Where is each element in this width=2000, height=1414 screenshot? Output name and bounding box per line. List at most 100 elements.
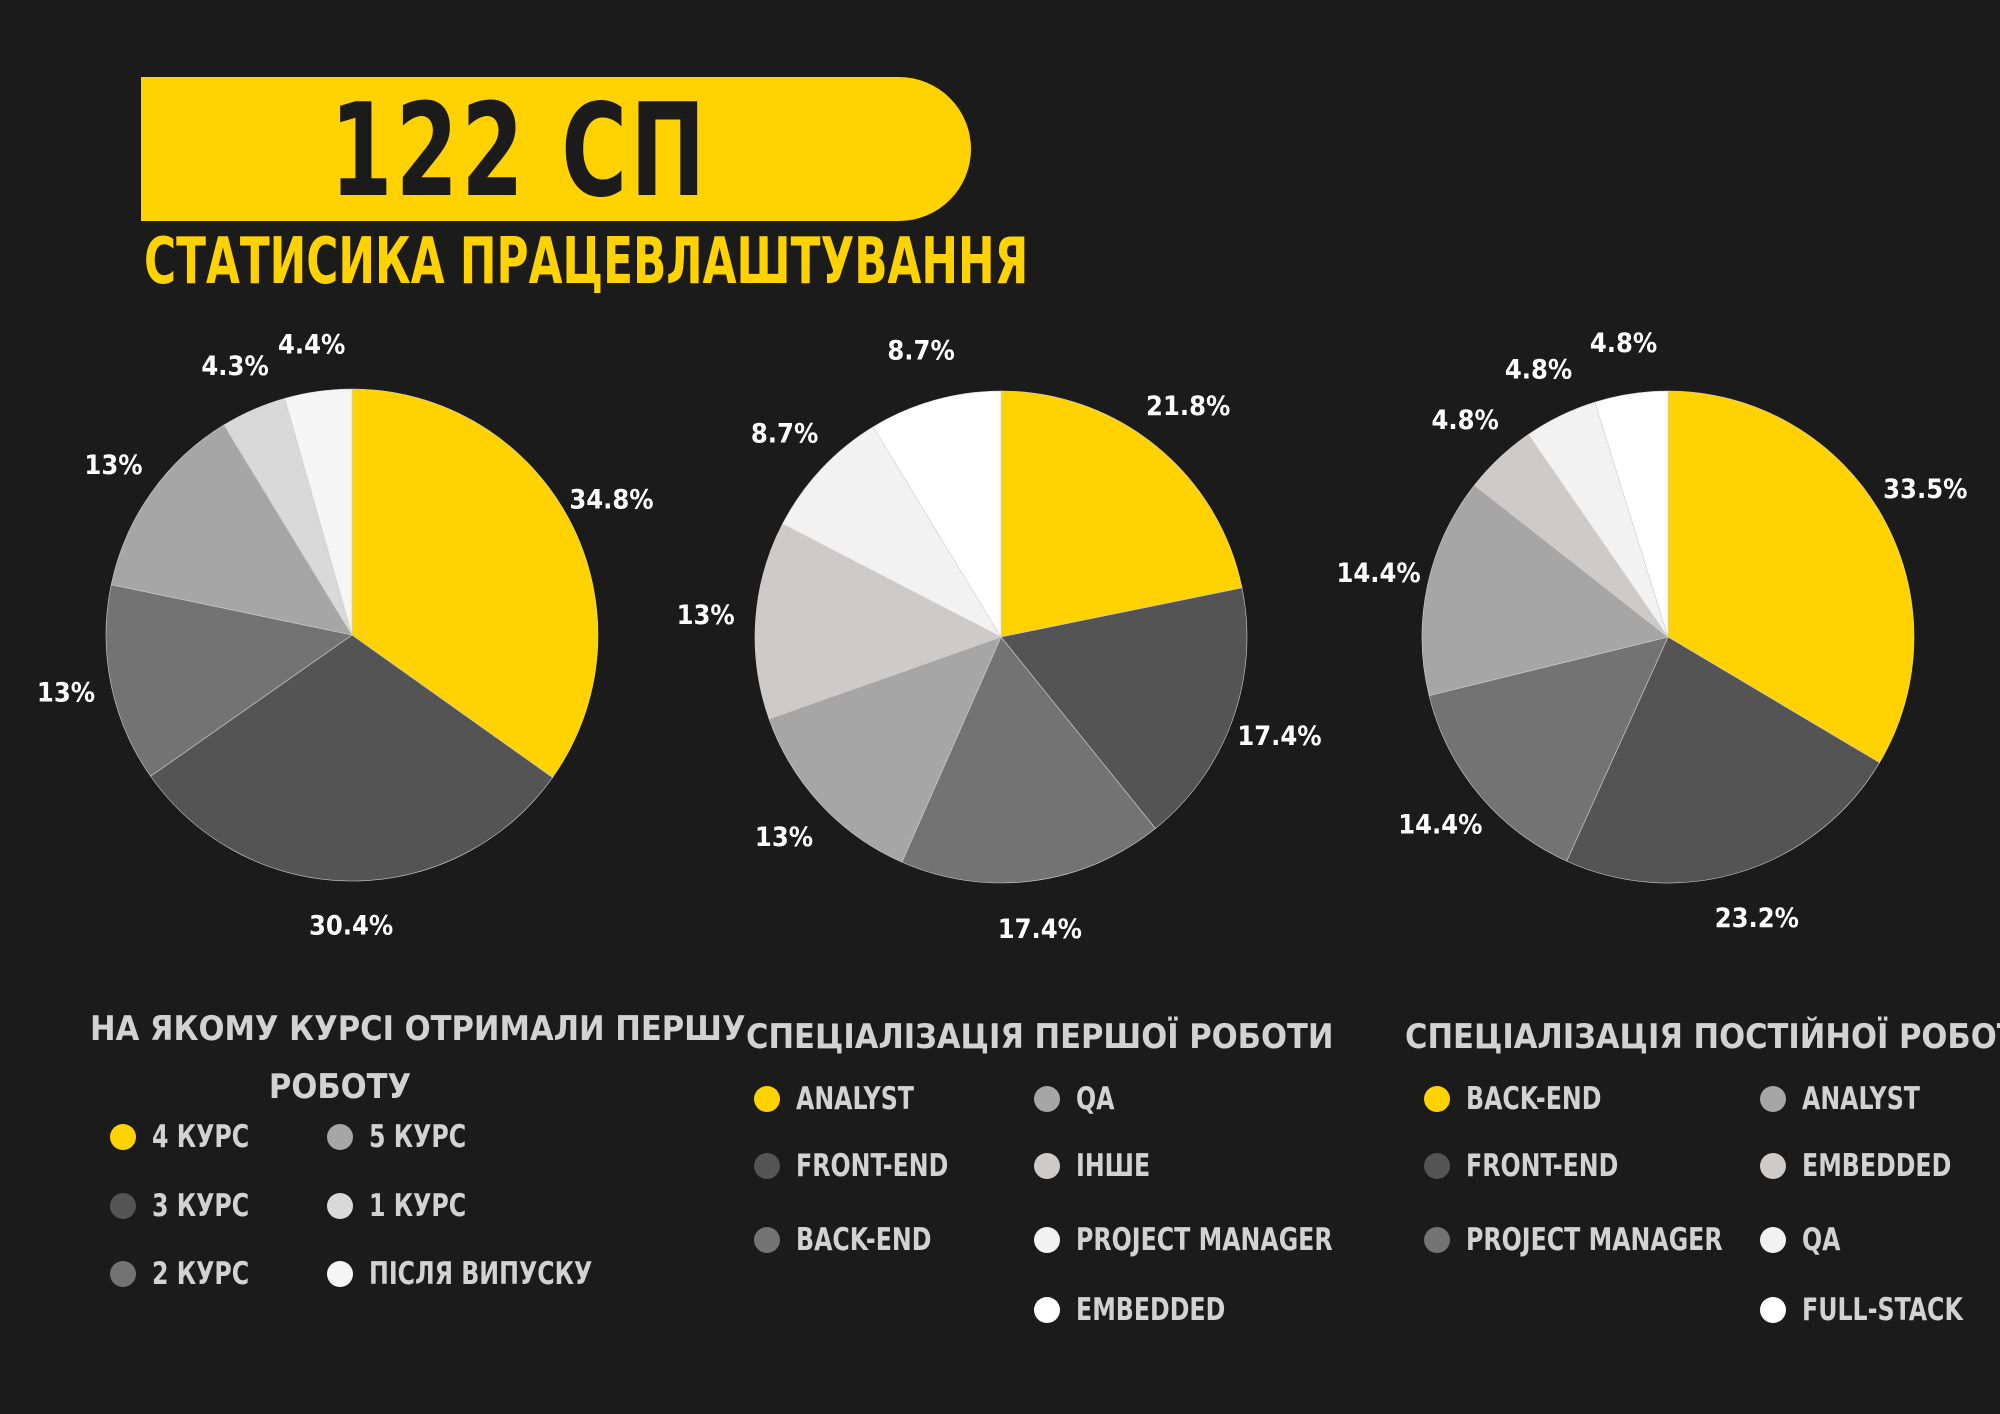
legend-dot-icon [110,1124,136,1150]
legend-dot-icon [110,1193,136,1219]
chart-caption: СПЕЦІАЛІЗАЦІЯ ПОСТІЙНОЇ РОБОТИ [1405,1008,2000,1066]
pie-slice-front-end [1566,636,1880,884]
pie-slice-back-end [901,636,1156,884]
pie-slice-після-випуску [284,388,353,636]
slice-value-label: 17.4% [1237,721,1321,752]
slice-value-label: 4.3% [201,351,268,382]
legend-item-front-end: FRONT-END [754,1146,975,1186]
slice-value-label: 4.4% [278,329,345,360]
page-subtitle: СТАТИСИКА ПРАЦЕВЛАШТУВАННЯ [144,225,1029,299]
legend-item-analyst: ANALYST [1760,1079,1941,1119]
legend-item-інше: ІНШЕ [1034,1146,1163,1186]
legend-dot-icon [1034,1153,1060,1179]
legend-item-qa: QA [1034,1079,1121,1119]
legend-label: BACK-END [796,1222,932,1258]
legend-label: FRONT-END [1466,1148,1619,1184]
legend-item-project-manager: PROJECT MANAGER [1424,1220,1768,1260]
legend-label: 5 КУРС [369,1119,467,1155]
pie-slice-4-курс [351,388,599,778]
legend-item-back-end: BACK-END [754,1220,955,1260]
legend-dot-icon [754,1227,780,1253]
slice-value-label: 8.7% [887,336,954,367]
legend-dot-icon [1034,1297,1060,1323]
chart-caption-line: РОБОТУ [268,1067,412,1107]
pie-slice-3-курс [150,634,553,882]
slice-value-label: 14.4% [1398,810,1482,841]
chart-caption-line: СПЕЦІАЛІЗАЦІЯ ПЕРШОЇ РОБОТИ [746,1017,1334,1057]
legend-dot-icon [754,1086,780,1112]
pie-slice-back-end [1667,390,1915,764]
legend-dot-icon [1424,1227,1450,1253]
legend-dot-icon [327,1124,353,1150]
chart-caption-line: СПЕЦІАЛІЗАЦІЯ ПОСТІЙНОЇ РОБОТИ [1405,1017,2000,1057]
slice-value-label: 8.7% [751,419,818,450]
legend-label: 3 КУРС [152,1188,250,1224]
legend-label: ANALYST [1802,1081,1920,1117]
pie-slice-project-manager [782,426,1002,638]
legend-dot-icon [327,1193,353,1219]
legend-item-back-end: BACK-END [1424,1079,1625,1119]
legend-dot-icon [1760,1086,1786,1112]
chart-caption: НА ЯКОМУ КУРСІ ОТРИМАЛИ ПЕРШУ РОБОТУ [90,1000,746,1116]
pie-slice-embedded [872,390,1002,639]
legend-item-3-курс: 3 КУРС [110,1186,266,1226]
slice-value-label: 13% [755,822,813,853]
legend-label: QA [1802,1222,1841,1258]
pie-slice-full-stack [1594,390,1669,638]
legend-label: QA [1076,1081,1115,1117]
legend-label: 1 КУРС [369,1188,467,1224]
legend-item-після-випуску: ПІСЛЯ ВИПУСКУ [327,1254,632,1294]
legend-label: BACK-END [1466,1081,1602,1117]
pie-slice-2-курс [105,584,353,777]
slice-value-label: 34.8% [569,485,653,516]
legend-label: PROJECT MANAGER [1466,1222,1723,1258]
legend-label: FRONT-END [796,1148,949,1184]
legend-dot-icon [110,1261,136,1287]
legend-item-project-manager: PROJECT MANAGER [1034,1220,1378,1260]
legend-item-front-end: FRONT-END [1424,1146,1645,1186]
pie-slice-qa [768,636,1002,863]
legend-item-4-курс: 4 КУРС [110,1117,266,1157]
legend-label: EMBEDDED [1076,1292,1226,1328]
legend-dot-icon [1424,1086,1450,1112]
legend-item-2-курс: 2 КУРС [110,1254,266,1294]
slice-value-label: 4.8% [1432,405,1499,436]
legend-label: ПІСЛЯ ВИПУСКУ [369,1256,593,1292]
legend-dot-icon [1424,1153,1450,1179]
legend-label: FULL-STACK [1802,1292,1963,1328]
pie-slice-інше [754,523,1002,720]
slice-value-label: 17.4% [998,914,1082,945]
legend-dot-icon [1760,1227,1786,1253]
legend-dot-icon [327,1261,353,1287]
legend-label: 4 КУРС [152,1119,250,1155]
legend-label: ANALYST [796,1081,914,1117]
legend-item-5-курс: 5 КУРС [327,1117,483,1157]
legend-label: 2 КУРС [152,1256,250,1292]
title-banner [141,77,971,221]
legend-item-qa: QA [1760,1220,1847,1260]
slice-value-label: 13% [37,677,95,708]
slice-value-label: 13% [677,600,735,631]
slice-value-label: 14.4% [1336,558,1420,589]
pie-slice-analyst [1421,484,1669,696]
pie-slice-5-курс [110,424,353,636]
slice-value-label: 4.8% [1590,328,1657,359]
chart-caption-line: НА ЯКОМУ КУРСІ ОТРИМАЛИ ПЕРШУ [90,1009,746,1049]
slice-value-label: 13% [84,450,142,481]
pie-slice-project-manager [1428,636,1669,862]
slice-value-label: 30.4% [309,911,393,942]
legend-label: ІНШЕ [1076,1148,1151,1184]
slice-value-label: 23.2% [1715,903,1799,934]
slice-value-label: 4.8% [1505,354,1572,385]
legend-dot-icon [1034,1086,1060,1112]
legend-item-embedded: EMBEDDED [1760,1146,1978,1186]
legend-label: EMBEDDED [1802,1148,1952,1184]
legend-dot-icon [1760,1297,1786,1323]
chart-caption: СПЕЦІАЛІЗАЦІЯ ПЕРШОЇ РОБОТИ [746,1008,1334,1066]
page-title: 122 СП [330,77,709,226]
pie-slice-analyst [1000,390,1243,638]
legend-dot-icon [754,1153,780,1179]
